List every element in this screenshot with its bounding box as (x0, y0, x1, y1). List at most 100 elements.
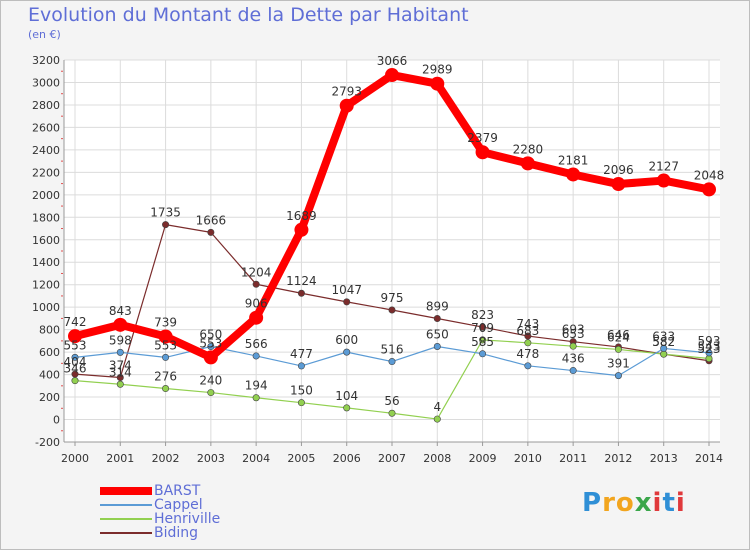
y-tick-label: 2200 (32, 166, 60, 179)
legend-swatch (100, 504, 152, 506)
data-point (343, 298, 351, 306)
data-point (297, 362, 305, 370)
data-point (343, 404, 351, 412)
data-label: 240 (199, 374, 222, 388)
data-label: 585 (471, 335, 494, 349)
legend-label: Biding (154, 525, 199, 541)
data-point (475, 145, 490, 160)
data-label: 150 (290, 384, 313, 398)
data-point (162, 353, 170, 361)
legend-swatch (100, 518, 152, 520)
data-point (433, 415, 441, 423)
data-label: 478 (516, 347, 539, 361)
data-label: 516 (381, 343, 404, 357)
data-label: 650 (426, 328, 449, 342)
y-tick-label: 2000 (32, 189, 60, 202)
data-point (339, 98, 354, 113)
data-label: 2096 (603, 163, 634, 177)
data-point (660, 344, 668, 352)
data-label: 1666 (196, 213, 227, 227)
data-point (569, 342, 577, 350)
legend-label: Cappel (154, 497, 203, 513)
data-label: 683 (516, 324, 539, 338)
data-point (116, 348, 124, 356)
x-tick-label: 2007 (378, 452, 406, 465)
data-point (158, 329, 173, 344)
data-point (433, 342, 441, 350)
data-label: 1204 (241, 265, 272, 279)
data-label: 2048 (694, 168, 725, 182)
data-point (385, 68, 399, 83)
data-label: 653 (562, 327, 585, 341)
data-point (203, 350, 218, 365)
data-point (611, 177, 626, 192)
chart-title: Evolution du Montant de la Dette par Hab… (28, 4, 469, 26)
data-label: 104 (335, 389, 358, 403)
data-point (207, 389, 215, 397)
data-label: 2989 (422, 63, 453, 77)
data-point (433, 315, 441, 323)
data-point (705, 349, 713, 357)
data-label: 600 (335, 333, 358, 347)
data-point (524, 362, 532, 370)
data-point (343, 348, 351, 356)
data-label: 404 (64, 355, 87, 369)
data-label: 598 (109, 333, 132, 347)
data-point (430, 76, 445, 91)
data-point (388, 409, 396, 417)
legend-label: BARST (154, 483, 201, 499)
data-label: 276 (154, 370, 177, 384)
x-tick-label: 2003 (197, 452, 225, 465)
data-label: 56 (384, 394, 399, 408)
data-label: 742 (64, 315, 87, 329)
data-label: 906 (245, 297, 268, 311)
data-label: 4 (433, 400, 441, 414)
data-label: 646 (607, 328, 630, 342)
legend-label: Henriville (154, 511, 221, 527)
data-point (207, 342, 215, 350)
data-point (566, 167, 581, 182)
data-label: 1689 (286, 209, 317, 223)
data-label: 374 (109, 359, 132, 373)
data-label: 553 (199, 336, 222, 350)
y-tick-label: 800 (39, 324, 60, 337)
y-tick-label: 400 (39, 369, 60, 382)
x-tick-label: 2011 (559, 452, 587, 465)
data-label: 194 (245, 379, 268, 393)
x-tick-label: 2005 (287, 452, 315, 465)
y-tick-label: 1000 (32, 301, 60, 314)
data-point (614, 345, 622, 353)
data-point (252, 280, 260, 288)
y-tick-label: 1800 (32, 211, 60, 224)
data-label: 543 (698, 340, 721, 354)
y-tick-label: 0 (53, 414, 60, 427)
data-label: 2127 (648, 160, 679, 174)
data-label: 436 (562, 352, 585, 366)
data-point (116, 380, 124, 388)
data-point (479, 350, 487, 358)
data-point (702, 182, 716, 197)
y-tick-label: 2400 (32, 144, 60, 157)
data-point (520, 156, 535, 171)
data-point (614, 372, 622, 380)
data-point (388, 306, 396, 314)
data-label: 1047 (331, 283, 362, 297)
data-label: 624 (607, 330, 630, 344)
data-point (524, 339, 532, 347)
y-tick-label: 1400 (32, 256, 60, 269)
data-point (388, 358, 396, 366)
legend-swatch (100, 487, 152, 495)
data-label: 566 (245, 337, 268, 351)
data-point (294, 222, 309, 237)
data-point (252, 394, 260, 402)
x-tick-label: 2008 (423, 452, 451, 465)
data-point (252, 352, 260, 360)
data-label: 346 (64, 362, 87, 376)
data-label: 843 (109, 304, 132, 318)
data-point (71, 353, 79, 361)
x-tick-label: 2014 (695, 452, 723, 465)
data-label: 553 (64, 338, 87, 352)
data-label: 553 (154, 338, 177, 352)
data-label: 582 (652, 335, 675, 349)
data-point (207, 228, 215, 236)
